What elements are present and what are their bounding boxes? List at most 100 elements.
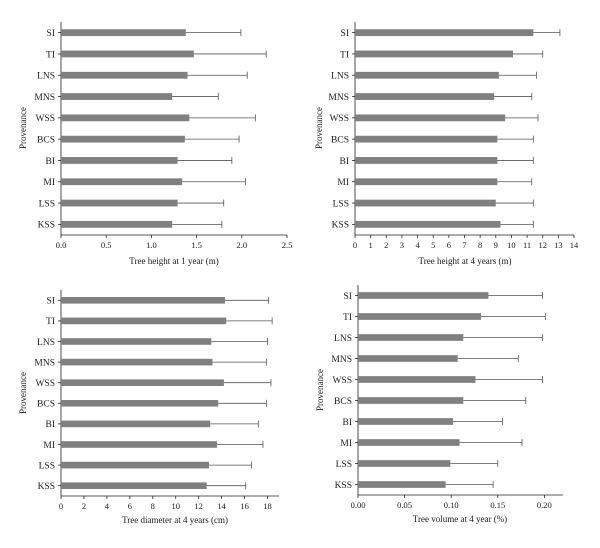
bar-wss (358, 376, 476, 383)
category-label-kss: KSS (335, 481, 352, 491)
chart-panel-4: SI TI LNS MNS WSS BCS BI MI LSS KSS 0.00 0.05 0.10 0.… (315, 285, 563, 524)
bar-mi (355, 178, 498, 186)
bar-lss (358, 460, 451, 467)
bar-kss (61, 220, 173, 228)
x-tick-label: 8 (151, 501, 155, 511)
category-label-wss: WSS (35, 379, 55, 389)
x-axis-title: Tree volume at 4 year (%) (413, 514, 507, 524)
x-tick-label: 18 (263, 501, 272, 511)
x-tick-label: 12 (538, 240, 547, 250)
category-label-mi: MI (337, 178, 349, 188)
x-tick-label: 3 (400, 240, 404, 250)
category-label-bcs: BCS (37, 400, 55, 410)
bar-lss (61, 199, 178, 207)
category-label-bi: BI (46, 420, 56, 430)
bar-wss (61, 379, 224, 386)
x-tick-label: 2 (82, 501, 86, 511)
x-tick-label: 13 (554, 240, 563, 250)
bar-lns (355, 71, 499, 79)
category-label-mns: MNS (331, 355, 352, 365)
category-label-bi: BI (46, 157, 56, 167)
bar-bcs (61, 400, 219, 407)
x-tick-label: 7 (462, 240, 466, 250)
x-tick-label: 14 (570, 240, 579, 250)
x-tick-label: 0.5 (101, 240, 112, 250)
x-tick-label: 6 (128, 501, 132, 511)
category-label-mi: MI (43, 441, 55, 451)
x-tick-label: 5 (431, 240, 435, 250)
bar-wss (355, 114, 506, 122)
x-tick-label: 0.10 (444, 500, 459, 510)
x-axis-title: Tree diameter at 4 years (cm) (122, 515, 228, 525)
bar-lss (61, 461, 210, 469)
bar-mi (61, 178, 183, 186)
x-tick-label: 9 (494, 240, 498, 250)
bar-mns (61, 358, 213, 366)
y-axis-title: Provenance (18, 372, 28, 414)
category-label-bcs: BCS (37, 135, 55, 145)
bar-bcs (61, 135, 185, 143)
x-tick-label: 0.05 (397, 500, 412, 510)
bar-mi (358, 439, 460, 446)
bar-lns (61, 71, 188, 79)
category-label-wss: WSS (35, 114, 55, 124)
bar-ti (355, 50, 513, 58)
x-tick-label: 0 (59, 501, 63, 511)
bar-kss (355, 220, 501, 228)
bar-mi (61, 441, 218, 448)
category-label-ti: TI (343, 313, 352, 323)
x-axis-title: Tree height at 4 years (m) (419, 256, 512, 266)
category-label-mns: MNS (328, 93, 349, 103)
x-tick-label: 4 (415, 240, 420, 250)
x-tick-label: 10 (507, 240, 516, 250)
category-label-si: SI (341, 29, 349, 39)
bar-si (61, 297, 226, 304)
category-label-lns: LNS (334, 334, 352, 344)
category-label-si: SI (47, 297, 55, 307)
bar-si (355, 29, 534, 37)
category-label-bcs: BCS (334, 397, 352, 407)
x-tick-label: 0.0 (56, 240, 67, 250)
category-label-lss: LSS (39, 461, 55, 471)
bar-bi (61, 157, 178, 164)
category-label-kss: KSS (332, 221, 349, 231)
x-tick-label: 0.20 (537, 500, 552, 510)
y-axis-title: Provenance (18, 107, 28, 149)
category-label-mns: MNS (34, 93, 55, 103)
bar-bcs (355, 135, 498, 143)
category-label-kss: KSS (38, 482, 55, 492)
x-tick-label: 14 (217, 501, 226, 511)
x-tick-label: 2.5 (282, 240, 293, 250)
category-label-lss: LSS (336, 460, 352, 470)
x-tick-label: 11 (523, 240, 531, 250)
x-tick-label: 0.15 (490, 500, 505, 510)
y-axis-title: Provenance (314, 107, 324, 149)
bar-ti (358, 313, 481, 320)
category-label-ti: TI (340, 50, 349, 60)
bar-si (358, 292, 489, 299)
bar-ti (61, 50, 194, 58)
bar-lns (61, 338, 212, 345)
category-label-si: SI (344, 292, 352, 302)
x-tick-label: 1.0 (146, 240, 157, 250)
y-axis-title: Provenance (315, 369, 325, 411)
category-label-mns: MNS (34, 358, 55, 368)
bar-mns (358, 355, 458, 362)
bar-mns (61, 93, 173, 100)
bar-si (61, 29, 186, 37)
bar-lss (355, 199, 496, 207)
category-label-lns: LNS (331, 72, 349, 82)
bar-bi (61, 420, 211, 428)
category-label-kss: KSS (38, 221, 55, 231)
category-label-ti: TI (46, 50, 55, 60)
category-label-lns: LNS (37, 338, 55, 348)
bar-mns (355, 93, 495, 100)
bar-kss (358, 481, 446, 488)
category-label-bi: BI (340, 157, 350, 167)
x-tick-label: 8 (478, 240, 482, 250)
x-tick-label: 12 (194, 501, 203, 511)
category-label-mi: MI (340, 439, 352, 449)
category-label-si: SI (47, 29, 55, 39)
